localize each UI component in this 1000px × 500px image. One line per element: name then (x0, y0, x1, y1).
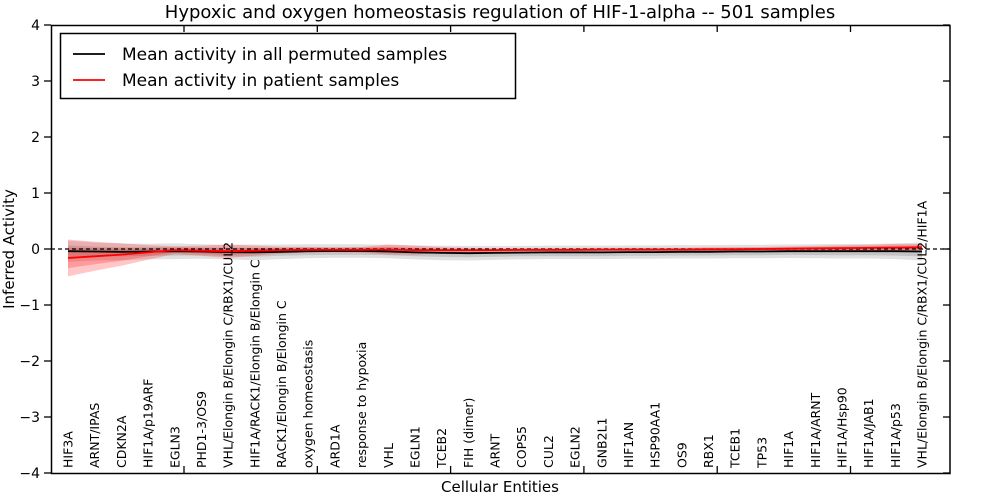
x-category-label: HIF1A/p53 (888, 403, 903, 468)
y-tick-label: −4 (19, 466, 40, 482)
x-category-label: TCEB1 (728, 428, 743, 469)
x-category-label: EGLN2 (568, 426, 583, 468)
x-category-label: HIF1A/Hsp90 (834, 387, 849, 468)
x-category-label: oxygen homeostasis (301, 340, 316, 468)
x-category-label: VHL/Elongin B/Elongin C/RBX1/CUL2/HIF1A (915, 200, 930, 468)
x-category-label: COPS5 (514, 426, 529, 468)
y-tick-label: 1 (31, 186, 40, 202)
x-category-label: HIF3A (61, 431, 76, 468)
y-tick-label: 0 (31, 242, 40, 258)
legend-label-permuted: Mean activity in all permuted samples (122, 45, 447, 65)
x-category-label: VHL/Elongin B/Elongin C/RBX1/CUL2 (221, 242, 236, 468)
legend-label-patient: Mean activity in patient samples (122, 71, 399, 91)
x-category-label: HIF1AN (621, 422, 636, 468)
x-category-label: HIF1A/JAB1 (861, 398, 876, 468)
y-axis-label: Inferred Activity (0, 189, 18, 309)
x-category-label: ARD1A (327, 424, 342, 468)
x-category-label: HIF1A/p19ARF (141, 379, 156, 468)
confidence-bands (68, 239, 922, 277)
x-axis-label: Cellular Entities (441, 478, 559, 496)
x-category-label: HSP90AA1 (648, 402, 663, 468)
y-tick-label: 3 (31, 74, 40, 90)
x-category-labels: HIF3A ARNT/IPAS CDKN2A HIF1A/p19ARF EGLN3 PHD… (61, 200, 930, 469)
x-category-label: TCEB2 (434, 428, 449, 469)
legend-box (59, 32, 517, 100)
patient-mean-line (67, 246, 923, 259)
legend: Mean activity in all permuted samples Me… (59, 32, 517, 100)
x-category-label: CDKN2A (114, 415, 129, 468)
x-category-label: ARNT/IPAS (87, 403, 102, 468)
plot-area-frame (50, 24, 951, 475)
y-tick-label: 4 (31, 18, 40, 34)
series-lines (67, 246, 923, 259)
x-category-label: CUL2 (541, 435, 556, 468)
x-category-label: FIH (dimer) (461, 398, 476, 468)
x-category-label: EGLN3 (167, 426, 182, 468)
x-category-label: PHD1-3/OS9 (194, 391, 209, 468)
x-category-label: HIF1A/RACK1/Elongin B/Elongin C (247, 259, 262, 468)
x-category-label: TP53 (754, 437, 769, 469)
permuted-confidence-band (68, 245, 922, 258)
x-category-label: RBX1 (701, 434, 716, 468)
x-category-label: ARNT (488, 433, 503, 468)
permuted-confidence-band (68, 240, 922, 262)
chart-title: Hypoxic and oxygen homeostasis regulatio… (165, 2, 835, 23)
y-tick-labels: 4 3 2 1 0 −1 −2 −3 −4 (19, 18, 40, 482)
x-category-label: GNB2L1 (594, 418, 609, 468)
x-category-label: response to hypoxia (354, 342, 369, 468)
x-category-label: OS9 (674, 442, 689, 468)
x-category-label: HIF1A/ARNT (808, 392, 823, 468)
x-category-label: HIF1A (781, 431, 796, 468)
x-category-label: VHL (381, 443, 396, 468)
y-tick-label: −1 (19, 298, 40, 314)
y-tick-label: 2 (31, 130, 40, 146)
y-tick-label: −3 (19, 410, 40, 426)
x-category-label: RACK1/Elongin B/Elongin C (274, 300, 289, 468)
y-tick-label: −2 (19, 354, 40, 370)
x-category-label: EGLN1 (407, 426, 422, 468)
